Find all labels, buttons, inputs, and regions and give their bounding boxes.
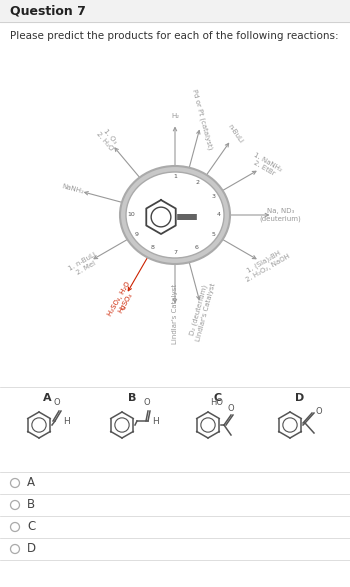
Bar: [0, 0, 350, 22]
Text: 1: 1: [173, 174, 177, 180]
Text: 4: 4: [217, 212, 221, 218]
Text: 10: 10: [127, 212, 135, 218]
Text: 8: 8: [151, 245, 155, 251]
Text: H: H: [63, 417, 70, 426]
Text: Please predict the products for each of the following reactions:: Please predict the products for each of …: [10, 31, 339, 41]
Text: H: H: [152, 417, 159, 426]
Text: O: O: [54, 398, 60, 407]
Text: Na, ND₃
(deuterium): Na, ND₃ (deuterium): [259, 208, 301, 222]
Text: 2: 2: [195, 180, 199, 184]
Text: 6: 6: [195, 245, 199, 251]
Text: 1. NaNH₂
2. EtBr: 1. NaNH₂ 2. EtBr: [249, 151, 283, 179]
Text: Question 7: Question 7: [10, 5, 86, 18]
Text: B: B: [128, 393, 136, 403]
Text: 5: 5: [211, 231, 215, 237]
Text: 7: 7: [173, 251, 177, 255]
Text: Lindlar's Catalyst: Lindlar's Catalyst: [172, 284, 178, 344]
Text: D₂ (deuterium)
Lindlar's Catalyst: D₂ (deuterium) Lindlar's Catalyst: [188, 280, 217, 342]
Ellipse shape: [126, 172, 224, 258]
Text: 9: 9: [135, 231, 139, 237]
Text: 1. O₃
2. H₂O: 1. O₃ 2. H₂O: [95, 126, 120, 152]
Text: C: C: [214, 393, 222, 403]
Ellipse shape: [120, 166, 230, 264]
Text: A: A: [27, 477, 35, 490]
Text: C: C: [27, 521, 35, 534]
Text: H₂SO₄, H₂O
HgSO₄: H₂SO₄, H₂O HgSO₄: [107, 281, 138, 321]
Text: D: D: [27, 542, 36, 555]
Text: n-BuLi: n-BuLi: [226, 123, 244, 144]
Text: O: O: [144, 398, 150, 407]
Text: O: O: [316, 407, 323, 416]
Text: O: O: [228, 404, 234, 413]
Text: 3: 3: [211, 194, 215, 198]
Text: B: B: [27, 498, 35, 511]
Text: 1. n-BuLi
2. MeI: 1. n-BuLi 2. MeI: [67, 251, 101, 278]
Text: A: A: [43, 393, 51, 403]
Text: 1. (Sia)₂BH
2. H₂O₂, NaOH: 1. (Sia)₂BH 2. H₂O₂, NaOH: [241, 246, 291, 283]
Text: H₂: H₂: [171, 113, 179, 119]
Text: D: D: [295, 393, 304, 403]
Text: HO: HO: [210, 398, 224, 407]
Text: NaNH₂: NaNH₂: [62, 184, 85, 195]
Text: Pd or Pt (catalyst): Pd or Pt (catalyst): [191, 88, 214, 150]
